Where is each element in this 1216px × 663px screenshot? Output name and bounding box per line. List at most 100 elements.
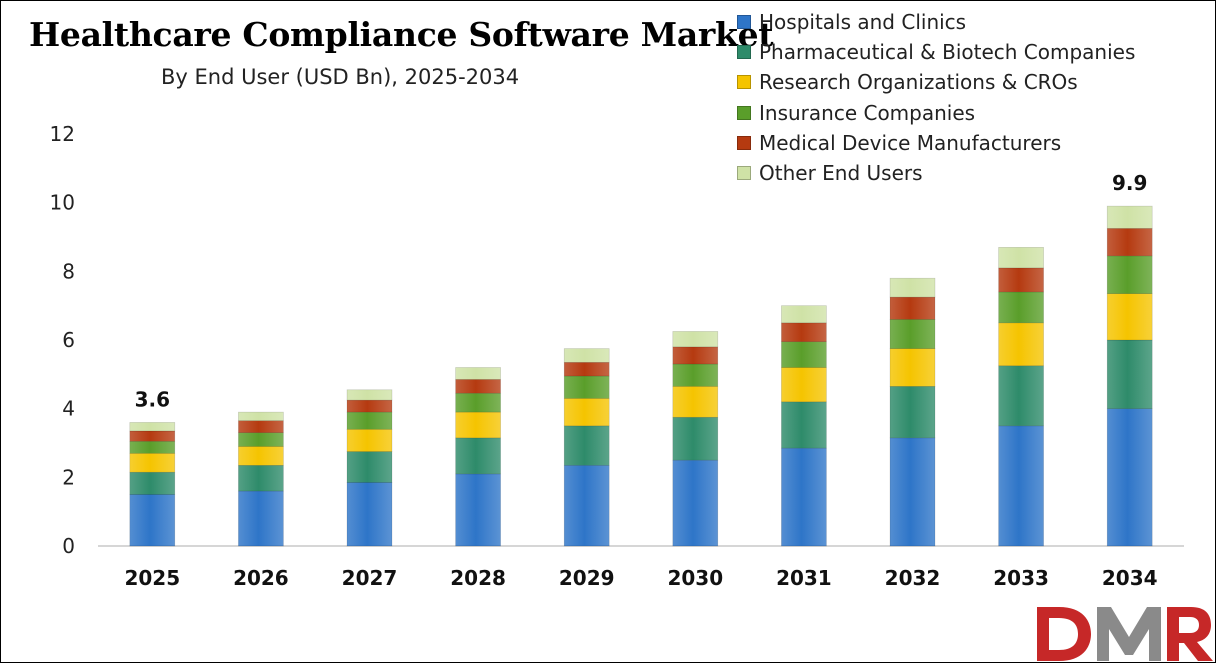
bar-segment-2026-2 (238, 446, 284, 466)
x-tick-label-2031: 2031 (776, 566, 832, 590)
bar-segment-2030-4 (672, 346, 719, 365)
bar-segment-2026-3 (238, 432, 284, 447)
bar-segment-2025-1 (129, 471, 176, 495)
bar-segment-2034-2 (1106, 293, 1153, 341)
bar-segment-2027-0 (346, 482, 393, 547)
bar-segment-2030-5 (672, 331, 719, 348)
legend-swatch (737, 166, 751, 181)
bar-segment-2031-4 (781, 322, 827, 343)
x-tick-label-2030: 2030 (667, 566, 723, 590)
y-tick-label: 12 (50, 122, 75, 146)
bar-segment-2032-5 (889, 277, 936, 298)
bar-segment-2026-5 (238, 411, 284, 421)
legend-item-1: Pharmaceutical & Biotech Companies (737, 37, 1135, 67)
legend-label: Pharmaceutical & Biotech Companies (759, 40, 1136, 65)
y-tick-label: 6 (62, 328, 75, 352)
bar-segment-2028-5 (455, 367, 501, 380)
bar-segment-2029-1 (563, 425, 610, 466)
bar-segment-2032-0 (889, 437, 936, 547)
bar-segment-2031-0 (781, 447, 827, 547)
logo-letter-d (1037, 607, 1091, 661)
bar-segment-2027-4 (346, 399, 393, 413)
bar-segment-2028-3 (455, 392, 501, 413)
bar-segment-2029-0 (563, 465, 610, 547)
chart-title: Healthcare Compliance Software Market (29, 15, 774, 54)
dmr-logo (1037, 607, 1213, 661)
legend-label: Other End Users (759, 161, 923, 186)
bar-segment-2025-5 (129, 422, 176, 432)
bar-segment-2033-0 (998, 425, 1044, 547)
bar-segment-2027-1 (346, 451, 393, 483)
legend-item-4: Medical Device Manufacturers (737, 128, 1135, 158)
legend-swatch (737, 15, 751, 30)
y-tick-label: 10 (50, 191, 75, 215)
bar-segment-2027-3 (346, 411, 393, 430)
bar-segment-2032-4 (889, 296, 936, 320)
x-tick-label-2028: 2028 (450, 566, 506, 590)
bar-segment-2033-2 (998, 322, 1044, 367)
bar-segment-2033-4 (998, 267, 1044, 293)
legend-item-2: Research Organizations & CROs (737, 67, 1135, 97)
bar-segment-2029-5 (563, 348, 610, 363)
bar-segment-2033-3 (998, 291, 1044, 324)
bar-segment-2032-1 (889, 386, 936, 439)
bar-segment-2028-0 (455, 473, 501, 547)
logo-letter-m (1097, 607, 1161, 661)
bar-segment-2034-4 (1106, 228, 1153, 257)
y-tick-label: 4 (62, 397, 75, 421)
legend-swatch (737, 105, 751, 120)
total-label-2034: 9.9 (1112, 171, 1147, 195)
bar-segment-2025-2 (129, 452, 176, 473)
bar-segment-2029-3 (563, 375, 610, 399)
bar-segment-2030-1 (672, 416, 719, 461)
legend-label: Research Organizations & CROs (759, 70, 1078, 95)
bar-segment-2034-3 (1106, 255, 1153, 294)
bar-segment-2029-4 (563, 362, 610, 377)
bar-segment-2025-3 (129, 440, 176, 454)
x-tick-label-2025: 2025 (124, 566, 180, 590)
legend-label: Insurance Companies (759, 100, 976, 125)
logo-letter-r (1167, 607, 1213, 661)
bar-segment-2030-0 (672, 459, 719, 547)
legend-swatch (737, 135, 751, 150)
bar-segment-2026-0 (238, 490, 284, 547)
x-tick-label-2026: 2026 (233, 566, 289, 590)
legend-item-3: Insurance Companies (737, 98, 1135, 128)
bar-segment-2031-3 (781, 341, 827, 368)
legend-label: Hospitals and Clinics (759, 10, 967, 35)
labels-layer: 2025 2026 2027 2028 2029 2030 2031 2032 2033 2034… (124, 171, 1157, 590)
bar-segment-2026-4 (238, 420, 284, 433)
bars-layer (129, 205, 1153, 547)
legend-item-5: Other End Users (737, 158, 1135, 188)
bar-segment-2032-2 (889, 348, 936, 387)
y-tick-label: 0 (62, 534, 75, 558)
y-tick-label: 8 (62, 259, 75, 283)
bar-segment-2025-4 (129, 430, 176, 442)
bar-segment-2026-1 (238, 465, 284, 492)
x-tick-label-2027: 2027 (342, 566, 398, 590)
bar-segment-2030-2 (672, 386, 719, 418)
bar-segment-2028-2 (455, 411, 501, 439)
bar-segment-2033-5 (998, 247, 1044, 269)
bar-segment-2028-1 (455, 437, 501, 475)
bar-segment-2027-5 (346, 389, 393, 401)
legend-swatch (737, 45, 751, 60)
bar-segment-2025-0 (129, 494, 176, 547)
legend: Hospitals and Clinics Pharmaceutical & Bi… (737, 7, 1135, 188)
total-label-2025: 3.6 (135, 387, 170, 411)
x-tick-label-2033: 2033 (993, 566, 1049, 590)
legend-swatch (737, 75, 751, 90)
bar-segment-2028-4 (455, 379, 501, 394)
chart-subtitle: By End User (USD Bn), 2025-2034 (161, 65, 520, 89)
x-tick-label-2034: 2034 (1102, 566, 1158, 590)
legend-item-0: Hospitals and Clinics (737, 7, 1135, 37)
x-tick-label-2029: 2029 (559, 566, 615, 590)
y-tick-label: 2 (62, 465, 75, 489)
bar-segment-2027-2 (346, 428, 393, 452)
x-tick-label-2032: 2032 (885, 566, 941, 590)
bar-segment-2031-5 (781, 305, 827, 324)
bar-segment-2032-3 (889, 319, 936, 349)
bar-segment-2033-1 (998, 365, 1044, 427)
